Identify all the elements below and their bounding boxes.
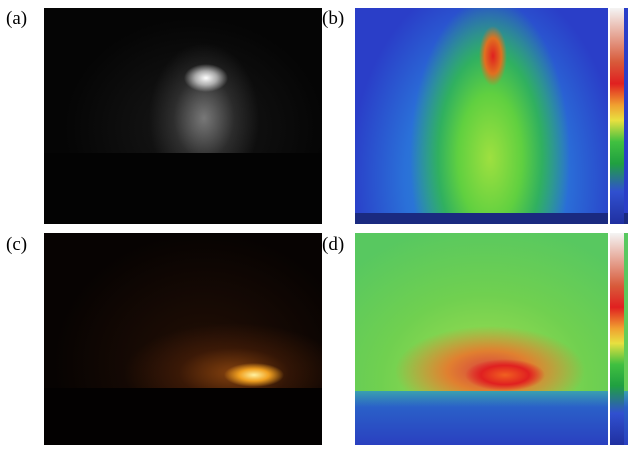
floor: [355, 213, 628, 224]
panel-label: (a): [6, 8, 27, 30]
photo-c: [44, 233, 322, 445]
floor: [44, 388, 322, 445]
floor: [44, 153, 322, 224]
photo-a: [44, 8, 322, 224]
panel-label: (c): [6, 234, 27, 256]
colorbar: [608, 233, 624, 445]
panel-label: (d): [322, 234, 344, 256]
heatmap-b: [355, 8, 628, 224]
colorbar: [608, 8, 624, 224]
heatmap-d: [355, 233, 628, 445]
figure: (a) (b) (c) (d) (() => { const data = JS…: [0, 0, 633, 451]
floor: [355, 391, 628, 445]
panel-label: (b): [322, 8, 344, 30]
heat-field: [355, 8, 628, 224]
